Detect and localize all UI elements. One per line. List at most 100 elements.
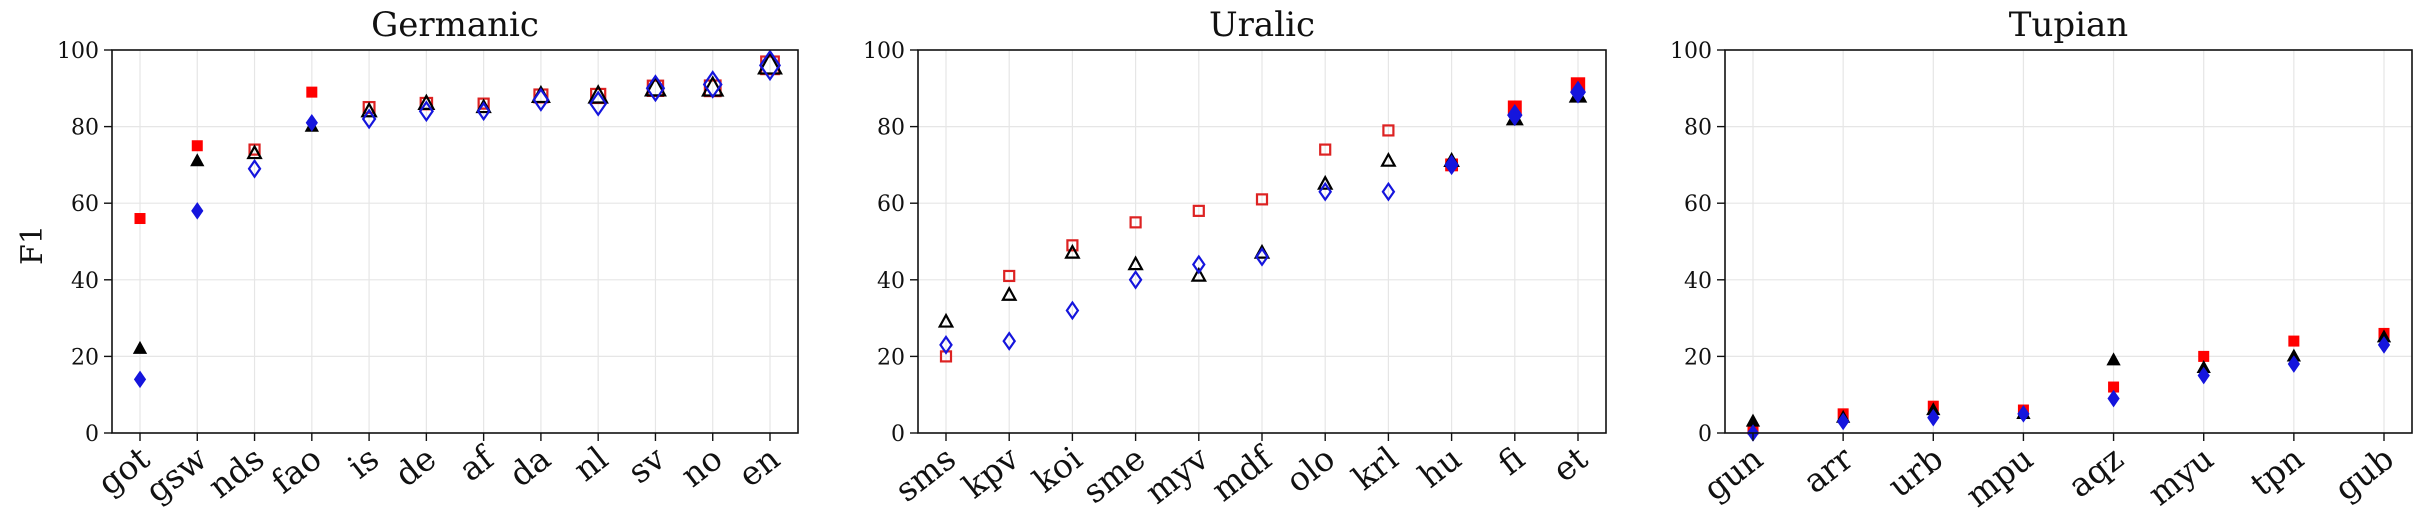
x-tick-label-tpn: tpn xyxy=(2243,439,2311,504)
y-tick-label: 40 xyxy=(877,269,905,294)
square-marker-kpv xyxy=(1003,269,1016,283)
triangle-marker-sms xyxy=(937,312,955,328)
diamond-marker-tpn xyxy=(2287,355,2300,373)
x-tick-label-krl: krl xyxy=(1345,439,1406,498)
y-tick-label: 40 xyxy=(71,269,99,294)
x-tick-label-myv: myv xyxy=(1138,438,1216,511)
x-tick-label-sme: sme xyxy=(1075,439,1152,511)
diamond-marker-nl xyxy=(589,90,608,117)
triangle-marker-is xyxy=(360,101,378,118)
triangle-marker-sme xyxy=(1127,255,1144,271)
square-marker-myv xyxy=(1192,204,1205,217)
x-tick-label-urb: urb xyxy=(1880,439,1950,506)
square-marker-tpn xyxy=(2288,335,2300,347)
y-tick-label: 0 xyxy=(1698,422,1712,447)
panel-title: Uralic xyxy=(1209,5,1315,45)
diamond-marker-en xyxy=(758,49,782,82)
diamond-marker-hu xyxy=(1444,154,1459,176)
square-marker-myu xyxy=(2198,350,2210,362)
plot-frame xyxy=(1724,49,2413,434)
diamond-marker-da xyxy=(532,87,550,112)
y-tick-label: 80 xyxy=(877,116,905,141)
diamond-marker-mdf xyxy=(1255,246,1269,267)
diamond-marker-fao xyxy=(305,113,318,132)
square-marker-olo xyxy=(1319,143,1332,156)
y-tick-label: 0 xyxy=(85,422,99,447)
square-marker-koi xyxy=(1066,239,1079,252)
x-tick-label-aqz: aqz xyxy=(2061,439,2131,506)
triangle-marker-sv xyxy=(643,75,667,97)
x-tick-label-arr: arr xyxy=(1796,438,1861,500)
y-tick-label: 20 xyxy=(71,345,99,370)
x-tick-label-no: no xyxy=(673,439,729,495)
x-tick-label-gun: gun xyxy=(1696,439,1770,509)
triangle-marker-myv xyxy=(1190,266,1207,282)
y-tick-label: 100 xyxy=(1670,39,1712,64)
square-marker-mdf xyxy=(1255,193,1269,206)
triangle-marker-koi xyxy=(1064,243,1081,259)
triangle-marker-aqz xyxy=(2106,352,2121,366)
triangle-marker-krl xyxy=(1380,151,1397,167)
diamond-marker-koi xyxy=(1065,300,1080,321)
diamond-marker-fi xyxy=(1507,103,1523,127)
diamond-marker-is xyxy=(361,108,377,130)
diamond-marker-myv xyxy=(1191,254,1206,275)
diamond-marker-arr xyxy=(1837,412,1850,431)
x-tick-label-sv: sv xyxy=(620,438,672,491)
x-tick-label-af: af xyxy=(451,437,502,489)
diamond-marker-sme xyxy=(1128,269,1143,290)
x-tick-label-sms: sms xyxy=(888,439,963,510)
diamond-marker-aqz xyxy=(2107,389,2120,408)
x-tick-label-de: de xyxy=(387,439,443,495)
plot-frame xyxy=(111,49,799,434)
triangle-marker-got xyxy=(132,340,148,354)
triangle-marker-en xyxy=(757,51,783,75)
diamond-marker-krl xyxy=(1381,181,1396,202)
y-tick-label: 100 xyxy=(57,39,99,64)
x-tick-label-et: et xyxy=(1545,439,1595,490)
square-marker-fao xyxy=(306,86,318,98)
x-tick-label-da: da xyxy=(502,439,558,495)
x-tick-label-olo: olo xyxy=(1278,439,1342,501)
diamond-marker-sms xyxy=(939,335,953,355)
diamond-marker-nds xyxy=(247,158,262,179)
x-tick-label-mpu: mpu xyxy=(1958,439,2040,515)
y-tick-label: 60 xyxy=(1684,192,1712,217)
y-tick-label: 60 xyxy=(877,192,905,217)
y-tick-label: 40 xyxy=(1684,269,1712,294)
x-tick-label-nds: nds xyxy=(201,439,272,506)
diamond-marker-no xyxy=(702,70,723,99)
triangle-marker-nds xyxy=(246,144,263,160)
x-tick-label-mdf: mdf xyxy=(1204,437,1281,509)
diamond-marker-olo xyxy=(1318,181,1333,202)
x-tick-label-nl: nl xyxy=(566,439,615,489)
y-tick-label: 100 xyxy=(863,39,905,64)
x-tick-label-hu: hu xyxy=(1411,439,1469,496)
triangle-marker-olo xyxy=(1317,174,1334,190)
diamond-marker-de xyxy=(418,100,434,123)
y-tick-label: 60 xyxy=(71,192,99,217)
x-tick-label-myu: myu xyxy=(2141,439,2221,514)
diamond-marker-got xyxy=(133,370,147,389)
triangle-marker-nl xyxy=(587,84,609,104)
x-tick-label-gub: gub xyxy=(2327,439,2401,509)
diamond-marker-gsw xyxy=(191,202,204,220)
square-marker-krl xyxy=(1382,124,1395,137)
y-tick-label: 80 xyxy=(71,116,99,141)
x-tick-label-fao: fao xyxy=(264,439,329,502)
diamond-marker-kpv xyxy=(1002,331,1017,351)
diamond-marker-af xyxy=(476,101,491,122)
y-tick-label: 80 xyxy=(1684,116,1712,141)
diamond-marker-myu xyxy=(2197,366,2210,385)
triangle-marker-gsw xyxy=(190,153,205,167)
diamond-marker-mpu xyxy=(2017,405,2030,423)
y-tick-label: 20 xyxy=(877,345,905,370)
x-tick-label-got: got xyxy=(90,439,157,503)
square-marker-got xyxy=(134,213,146,225)
square-marker-sme xyxy=(1129,216,1142,229)
x-tick-label-is: is xyxy=(340,439,386,487)
diamond-marker-sv xyxy=(645,74,666,103)
